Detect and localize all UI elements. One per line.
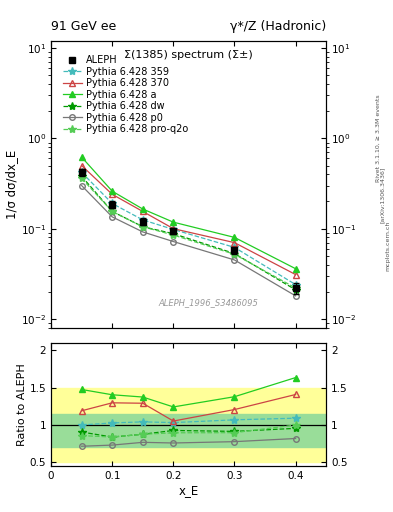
X-axis label: x_E: x_E bbox=[178, 483, 199, 497]
Text: Rivet 3.1.10, ≥ 3.3M events: Rivet 3.1.10, ≥ 3.3M events bbox=[376, 94, 380, 182]
Legend: ALEPH, Pythia 6.428 359, Pythia 6.428 370, Pythia 6.428 a, Pythia 6.428 dw, Pyth: ALEPH, Pythia 6.428 359, Pythia 6.428 37… bbox=[59, 52, 192, 138]
Bar bbox=[51, 414, 326, 447]
Text: Σ(1385) spectrum (Σ±): Σ(1385) spectrum (Σ±) bbox=[124, 50, 253, 59]
Text: ALEPH_1996_S3486095: ALEPH_1996_S3486095 bbox=[158, 298, 258, 308]
Text: [arXiv:1306.3436]: [arXiv:1306.3436] bbox=[380, 166, 385, 223]
Y-axis label: 1/σ dσ/dx_E: 1/σ dσ/dx_E bbox=[5, 150, 18, 219]
Bar bbox=[51, 388, 326, 462]
Text: 91 GeV ee: 91 GeV ee bbox=[51, 20, 116, 33]
Text: mcplots.cern.ch: mcplots.cern.ch bbox=[385, 221, 390, 271]
Y-axis label: Ratio to ALEPH: Ratio to ALEPH bbox=[17, 363, 27, 446]
Text: γ*/Z (Hadronic): γ*/Z (Hadronic) bbox=[230, 20, 326, 33]
